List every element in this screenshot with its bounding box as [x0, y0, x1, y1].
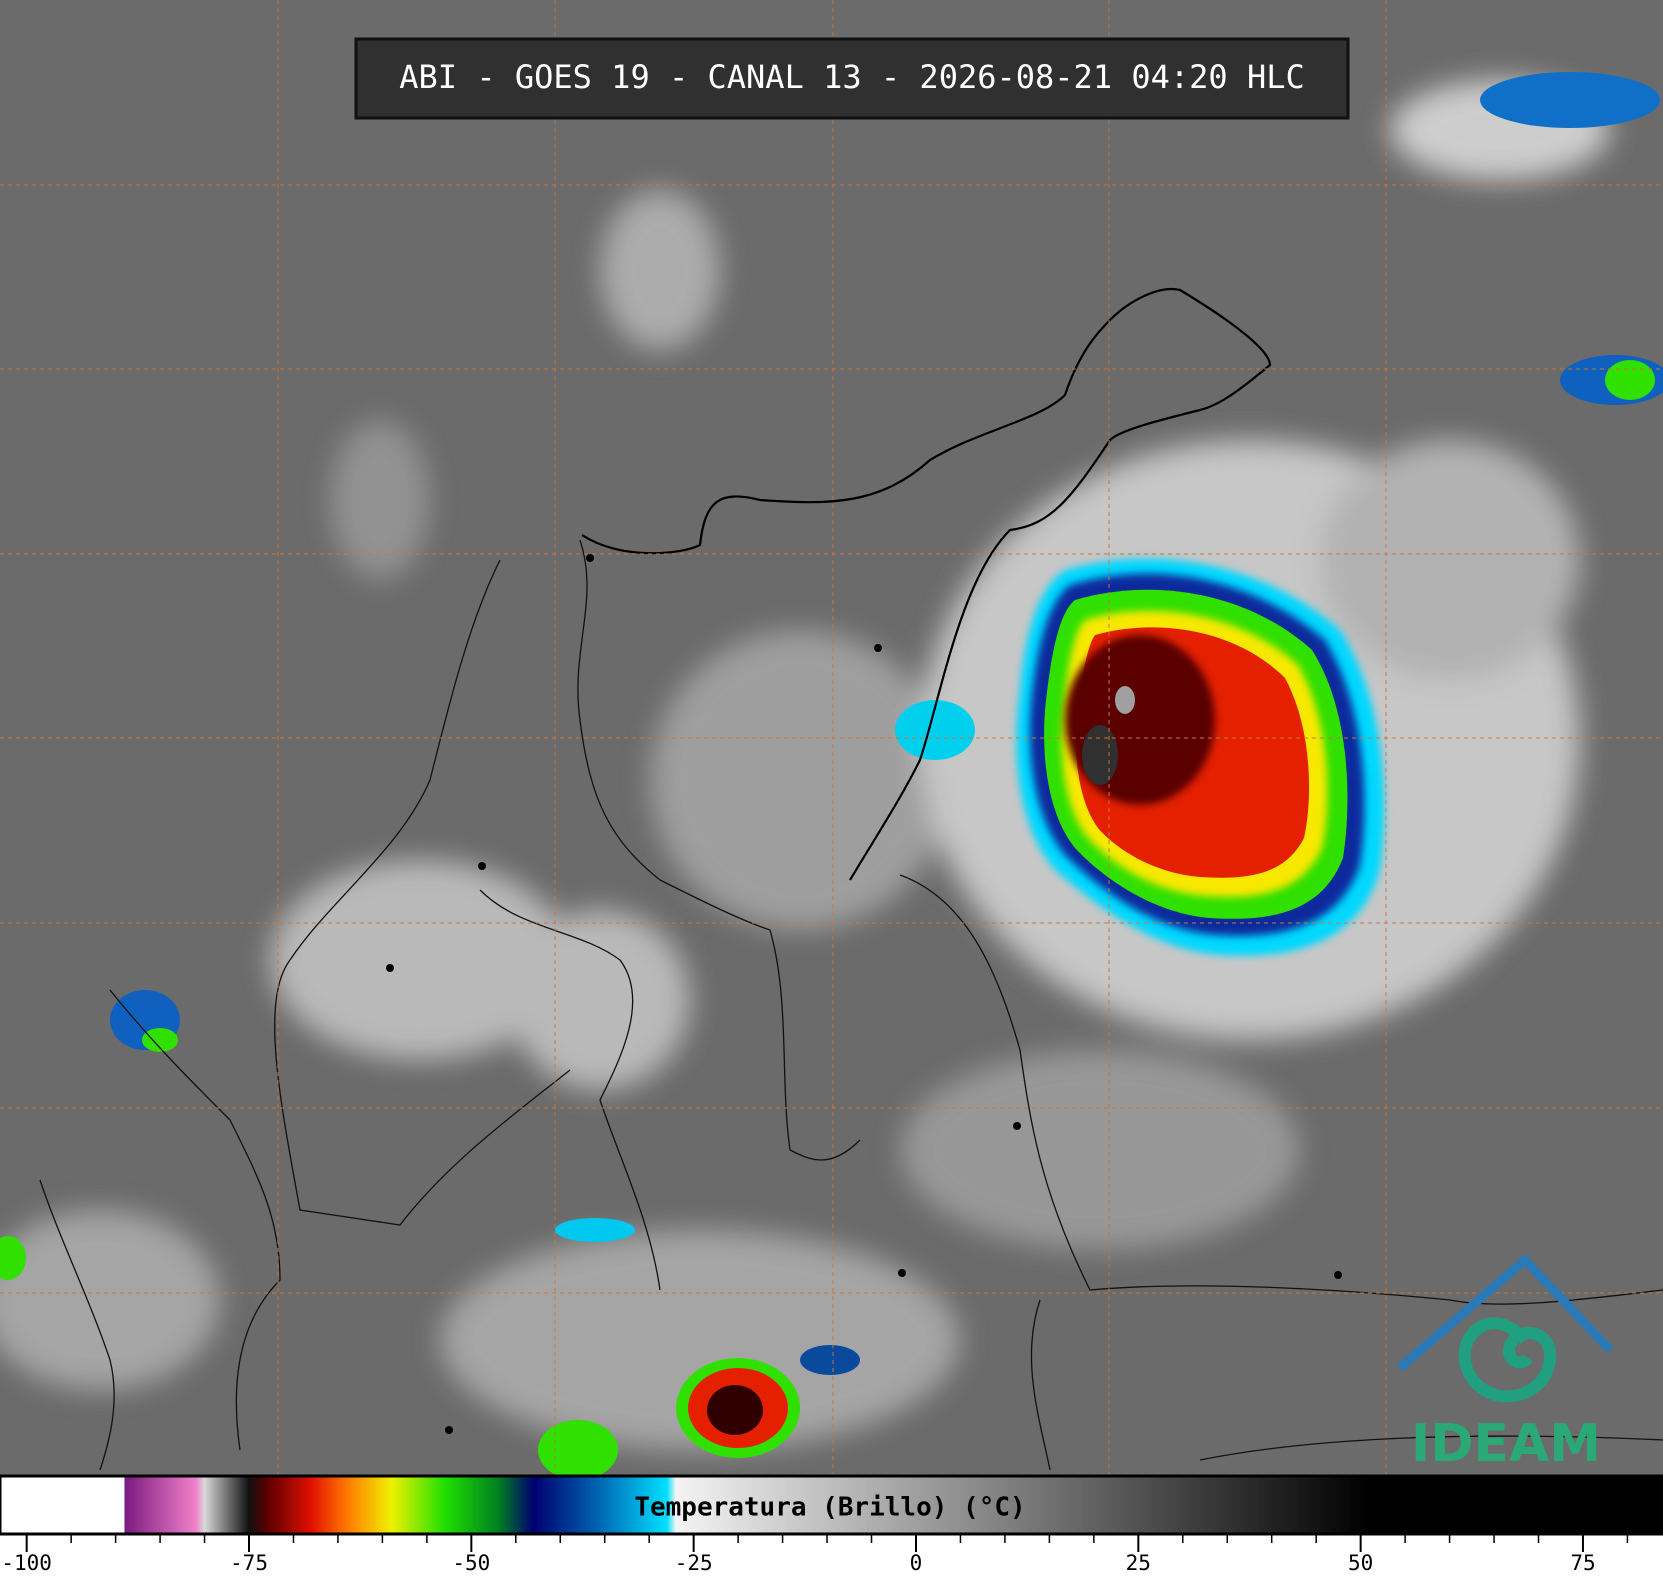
grid — [0, 0, 1663, 1476]
x-tick-label: 0 — [910, 1551, 923, 1575]
logo: IDEAM — [1397, 1253, 1614, 1474]
cities — [386, 554, 1342, 1434]
title: ABI - GOES 19 - CANAL 13 - 2026-08-21 04… — [399, 58, 1304, 96]
colorbar: Temperatura (Brillo) (°C) -100 -75 -50 -25 0… — [0, 1474, 1663, 1575]
x-tick-label: -50 — [452, 1551, 490, 1575]
x-tick-label: -100 — [1, 1551, 52, 1575]
x-tick-label: 50 — [1348, 1551, 1373, 1575]
title-box: ABI - GOES 19 - CANAL 13 - 2026-08-21 04… — [354, 37, 1350, 120]
colorbar-gradient — [0, 1474, 1663, 1536]
x-tick-label: 75 — [1570, 1551, 1595, 1575]
x-tick-label: -75 — [230, 1551, 268, 1575]
colorbar-label: Temperatura (Brillo) (°C) — [634, 1493, 1025, 1523]
x-tick-label: 25 — [1126, 1551, 1151, 1575]
logo-text: IDEAM — [1411, 1414, 1601, 1474]
coastline — [39, 287, 1663, 1471]
x-tick-label: -25 — [675, 1551, 713, 1575]
small-storms — [0, 72, 1663, 1480]
map-image — [0, 0, 1663, 1480]
